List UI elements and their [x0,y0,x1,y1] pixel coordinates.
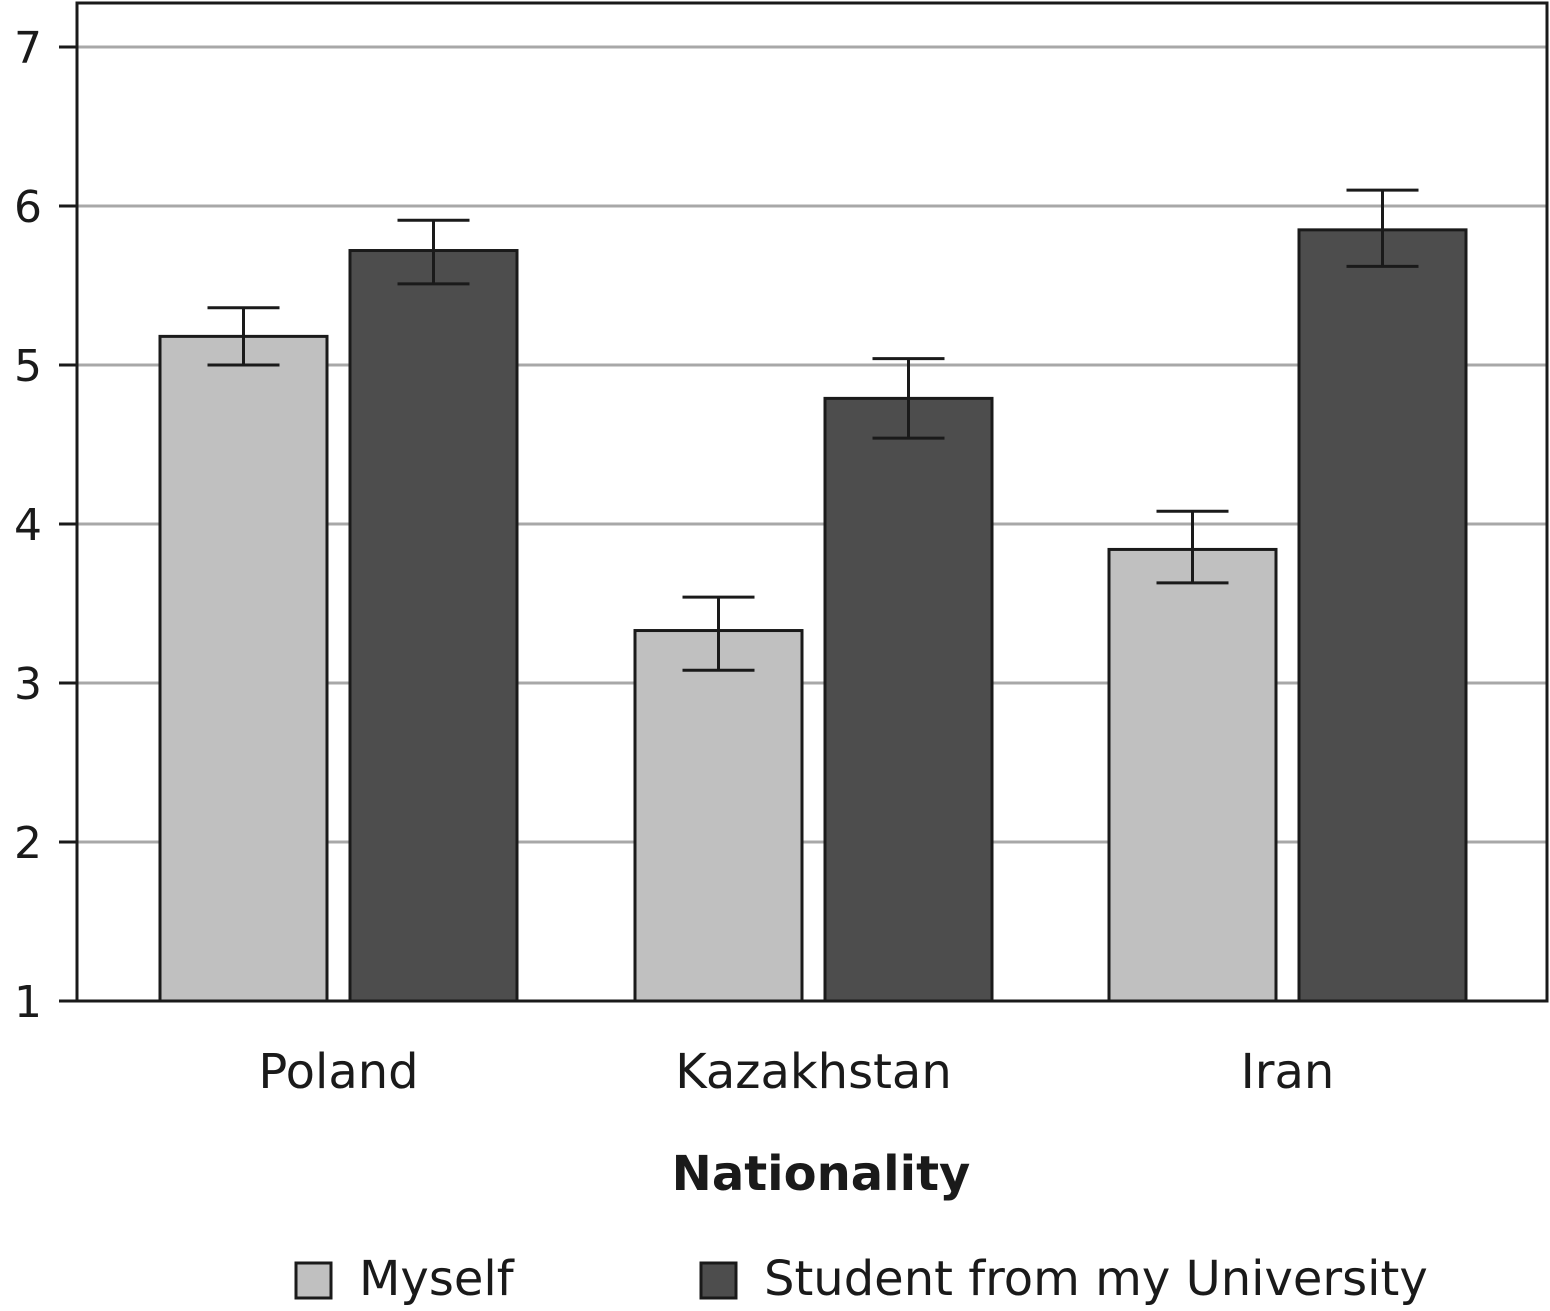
bar-myself-poland [158,334,329,1003]
error-bar [872,357,945,440]
bar-myself-iran [1107,547,1278,1003]
legend-label: Student from my University [764,1251,1428,1307]
error-bar [1156,509,1229,585]
x-axis-title: Nationality [672,1146,971,1202]
y-tick-label: 7 [14,23,42,74]
error-bar [682,595,755,672]
legend-swatch [699,1261,738,1300]
legend: Myself Student from my University [294,1251,1428,1307]
bars [158,228,1468,1003]
x-category-label: Iran [1241,1044,1335,1100]
bar-student-poland [348,249,519,1003]
x-category-label: Kazakhstan [675,1044,952,1100]
bar-myself-kazakhstan [633,629,804,1003]
bar-student-kazakhstan [823,396,994,1003]
legend-swatch [294,1261,333,1300]
plot-frame [75,1,1549,1003]
y-tick-label: 5 [14,341,42,392]
error-bar [207,306,280,367]
y-tick-label: 6 [14,182,42,233]
error-bar [397,218,470,286]
y-tick-label: 2 [14,818,42,869]
error-bars [207,188,1419,672]
x-category-label: Poland [258,1044,418,1100]
y-tick-label: 1 [14,977,42,1028]
legend-label: Myself [359,1251,515,1307]
y-tick-label: 3 [14,659,42,710]
bar-student-iran [1297,228,1468,1003]
x-axis-categories: Poland Kazakhstan Iran [258,1044,1334,1100]
y-tick-label: 4 [14,500,42,551]
error-bar [1346,188,1419,268]
y-axis-ticks: 1 2 3 4 5 6 7 [14,23,77,1028]
